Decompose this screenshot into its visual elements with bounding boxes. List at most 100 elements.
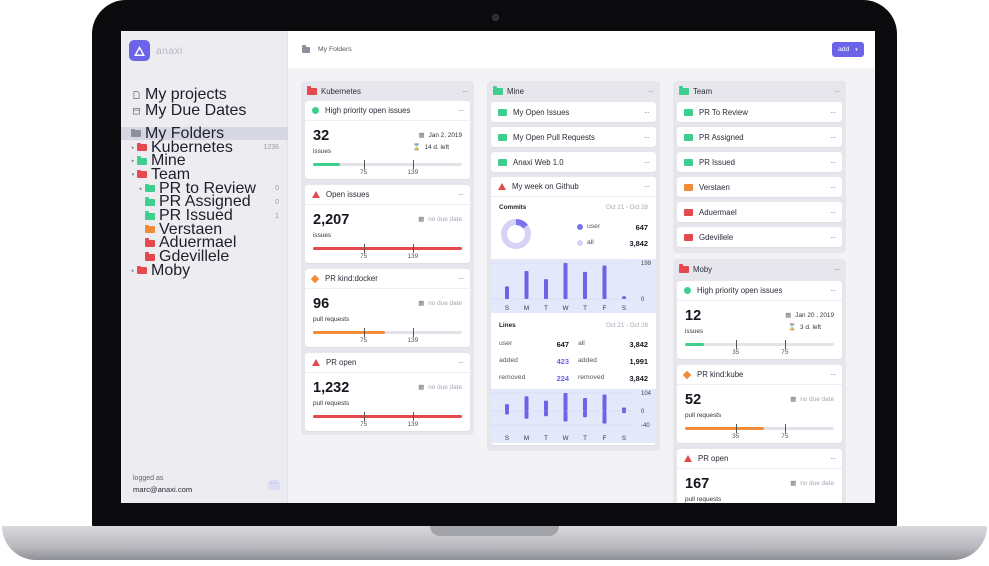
more-icon[interactable]: ···	[830, 107, 836, 117]
folder-row[interactable]: Anaxi Web 1.0 ···	[491, 152, 656, 172]
folder-item[interactable]: Aduermael	[121, 234, 288, 251]
more-icon[interactable]: ···	[644, 132, 650, 142]
nav-my-projects[interactable]: My projects	[121, 86, 288, 103]
add-button[interactable]: add ▾	[832, 42, 864, 57]
bar[interactable]	[505, 404, 509, 411]
folder-row[interactable]: PR Assigned ···	[677, 127, 842, 147]
card-header[interactable]: High priority open issues ···	[677, 281, 842, 301]
bar[interactable]	[583, 271, 587, 299]
bar[interactable]	[524, 270, 529, 299]
row-header[interactable]: My Open Pull Requests ···	[491, 127, 656, 147]
folder-item[interactable]: PR Issued 1	[121, 207, 288, 224]
metric-card[interactable]: PR kind:docker ··· 96 pull requests ▦ no due …	[305, 269, 470, 347]
folder-row[interactable]: PR Issued ···	[677, 152, 842, 172]
more-icon[interactable]: ···	[644, 182, 650, 191]
more-icon[interactable]: ···	[830, 370, 836, 379]
more-icon[interactable]: ···	[834, 86, 840, 96]
bar[interactable]	[602, 265, 607, 299]
folder-item[interactable]: ▸ Mine	[121, 152, 288, 169]
bar-negative[interactable]	[544, 411, 548, 417]
metric-card[interactable]: Open issues ··· 2,207 issues ▦ no due date 75 1…	[305, 185, 470, 263]
more-icon[interactable]: ···	[830, 286, 836, 295]
more-icon[interactable]: ···	[458, 274, 464, 283]
chevron-icon[interactable]: ▸	[139, 185, 143, 192]
more-icon[interactable]: ···	[834, 264, 840, 274]
card-header[interactable]: PR kind:docker ···	[305, 269, 470, 289]
folder-row[interactable]: PR To Review ···	[677, 102, 842, 122]
more-icon[interactable]: ···	[830, 132, 836, 142]
folder-row[interactable]: My Open Issues ···	[491, 102, 656, 122]
folder-row[interactable]: Gdevillele ···	[677, 227, 842, 247]
chevron-icon[interactable]: ▸	[131, 158, 135, 165]
bar[interactable]	[563, 393, 568, 411]
more-icon[interactable]: ···	[830, 157, 836, 167]
breadcrumb[interactable]: My Folders	[302, 45, 352, 53]
folder-item[interactable]: Verstaen	[121, 221, 288, 238]
logo[interactable]: anaxi	[129, 40, 183, 61]
folder-item[interactable]: ▸ PR to Review 0	[121, 180, 288, 197]
row-header[interactable]: PR Assigned ···	[677, 127, 842, 147]
card-header[interactable]: PR kind:kube ···	[677, 365, 842, 385]
column-header[interactable]: Mine ···	[487, 81, 660, 101]
row-header[interactable]: Verstaen ···	[677, 177, 842, 197]
bar[interactable]	[563, 263, 568, 299]
chevron-icon[interactable]: ▸	[131, 267, 135, 274]
metric-card[interactable]: PR open ··· 1,232 pull requests ▦ no due date…	[305, 353, 470, 431]
column-header[interactable]: Kubernetes ···	[301, 81, 474, 101]
bar[interactable]	[544, 400, 548, 411]
bar-negative[interactable]	[602, 411, 607, 424]
bar-negative[interactable]	[524, 411, 529, 419]
more-icon[interactable]: ···	[830, 182, 836, 192]
account-menu-button[interactable]: ···	[268, 480, 280, 490]
bar-negative[interactable]	[583, 411, 587, 418]
nav-my-folders[interactable]: My Folders	[121, 125, 288, 142]
metric-card[interactable]: High priority open issues ··· 32 issues ▦ Jan…	[305, 101, 470, 179]
more-icon[interactable]: ···	[458, 190, 464, 199]
more-icon[interactable]: ···	[830, 454, 836, 463]
folder-row[interactable]: My Open Pull Requests ···	[491, 127, 656, 147]
row-header[interactable]: Aduermael ···	[677, 202, 842, 222]
more-icon[interactable]: ···	[644, 157, 650, 167]
bar[interactable]	[622, 407, 626, 411]
card-header[interactable]: PR open ···	[305, 353, 470, 373]
bar-negative[interactable]	[505, 411, 509, 415]
more-icon[interactable]: ···	[644, 107, 650, 117]
card-header[interactable]: Open issues ···	[305, 185, 470, 205]
column-header[interactable]: Team ···	[673, 81, 846, 101]
bar[interactable]	[524, 396, 529, 411]
row-header[interactable]: Anaxi Web 1.0 ···	[491, 152, 656, 172]
bar-negative[interactable]	[622, 411, 626, 414]
more-icon[interactable]: ···	[830, 207, 836, 217]
card-header[interactable]: High priority open issues ···	[305, 101, 470, 121]
nav-my-due-dates[interactable]: My Due Dates	[121, 102, 288, 119]
card-header[interactable]: My week on Github ···	[491, 177, 656, 197]
row-header[interactable]: PR To Review ···	[677, 102, 842, 122]
bar[interactable]	[602, 394, 607, 411]
folder-item[interactable]: PR Assigned 0	[121, 193, 288, 210]
bar[interactable]	[505, 286, 509, 299]
more-icon[interactable]: ···	[830, 232, 836, 242]
bar[interactable]	[544, 279, 548, 299]
folder-item[interactable]: ▸ Kubernetes 1236	[121, 139, 288, 156]
folder-item[interactable]: Gdevillele	[121, 248, 288, 265]
folder-row[interactable]: Verstaen ···	[677, 177, 842, 197]
bar[interactable]	[622, 296, 626, 299]
more-icon[interactable]: ···	[462, 86, 468, 96]
chevron-icon[interactable]: ▸	[131, 144, 135, 151]
more-icon[interactable]: ···	[648, 86, 654, 96]
folder-item[interactable]: ▾ Team	[121, 166, 288, 183]
column-header[interactable]: Moby ···	[673, 259, 846, 279]
more-icon[interactable]: ···	[458, 358, 464, 367]
chevron-icon[interactable]: ▾	[131, 171, 135, 178]
row-header[interactable]: PR Issued ···	[677, 152, 842, 172]
row-header[interactable]: Gdevillele ···	[677, 227, 842, 247]
bar[interactable]	[583, 398, 587, 411]
folder-row[interactable]: Aduermael ···	[677, 202, 842, 222]
metric-card[interactable]: High priority open issues ··· 12 issues ▦ Jan…	[677, 281, 842, 359]
card-header[interactable]: PR open ···	[677, 449, 842, 469]
more-icon[interactable]: ···	[458, 106, 464, 115]
folder-item[interactable]: ▸ Moby	[121, 262, 288, 279]
bar-negative[interactable]	[563, 411, 568, 422]
metric-card[interactable]: PR kind:kube ··· 52 pull requests ▦ no due da…	[677, 365, 842, 443]
